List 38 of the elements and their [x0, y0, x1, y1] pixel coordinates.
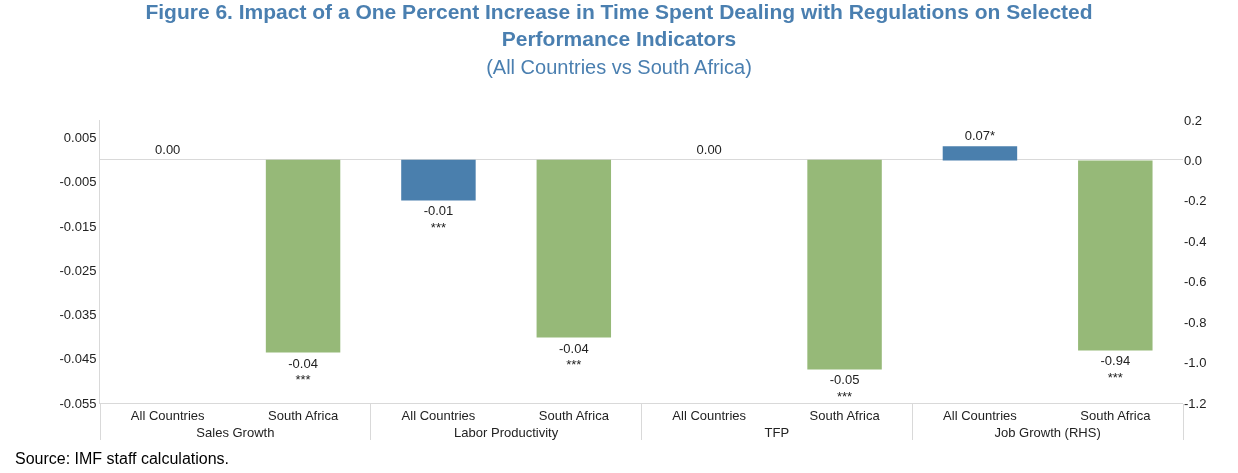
data-label: 0.00 — [696, 141, 722, 157]
x-tick-label: South Africa — [809, 407, 881, 423]
source-note: Source: IMF staff calculations. — [15, 450, 230, 467]
data-label: 0.00 — [155, 141, 181, 157]
y2-tick-label: -0.6 — [1184, 274, 1207, 290]
data-label: -0.01 *** — [423, 203, 454, 236]
x-tick-label: South Africa — [1080, 407, 1152, 423]
y-tick-label: -0.005 — [59, 174, 97, 190]
y-tick-label: -0.015 — [59, 218, 97, 234]
data-label: -0.04 *** — [558, 340, 589, 373]
y-tick-label: -0.035 — [59, 307, 97, 323]
x-tick-label: South Africa — [538, 407, 610, 423]
data-label: -0.05 *** — [829, 372, 860, 405]
y-tick-label: 0.005 — [63, 130, 97, 146]
text: Labor Productivity — [454, 424, 559, 440]
chart-title: Figure 6. Impact of a One Percent Increase in Time Spent Dealing with Regulations on Selected Performance Indicators — [145, 0, 1093, 51]
x-tick-label: South Africa — [268, 407, 339, 423]
data-label: -0.94 *** — [1100, 353, 1131, 386]
y-tick-label: -0.045 — [59, 351, 97, 367]
y2-tick-label: -1.2 — [1184, 395, 1207, 411]
y2-tick-label: 0.0 — [1184, 152, 1203, 168]
x-tick-label: All Countries — [943, 407, 1018, 423]
data-label: -0.04 *** — [288, 355, 318, 388]
y2-tick-label: -1.0 — [1184, 355, 1207, 371]
y2-tick-label: 0.2 — [1184, 112, 1203, 128]
x-tick-label: All Countries — [130, 407, 206, 423]
y2-tick-label: -0.2 — [1184, 193, 1207, 209]
x-tick-label: All Countries — [401, 407, 476, 423]
x-tick-label: All Countries — [672, 407, 747, 423]
chart-subtitle: (All Countries vs South Africa) — [486, 55, 752, 78]
y-tick-label: -0.055 — [59, 395, 97, 411]
text: TFP — [764, 424, 790, 440]
y2-tick-label: -0.8 — [1184, 314, 1207, 330]
y-tick-label: -0.025 — [59, 262, 97, 278]
text: Sales Growth — [196, 424, 275, 440]
text: Job Growth (RHS) — [994, 424, 1101, 440]
data-label: 0.07* — [964, 128, 996, 144]
y2-tick-label: -0.4 — [1184, 233, 1207, 249]
